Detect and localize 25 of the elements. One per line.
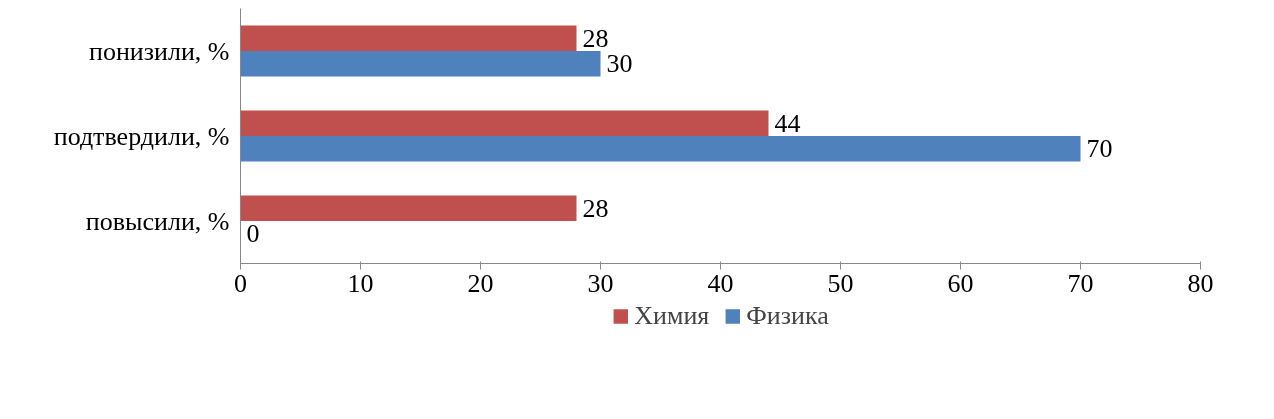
- x-tick-label: 50: [827, 268, 854, 298]
- legend-label: Физика: [746, 301, 829, 331]
- data-label: 28: [582, 23, 609, 53]
- bar: [240, 110, 769, 136]
- bar: [240, 25, 577, 51]
- y-tick-label: подтвердили, %: [53, 121, 230, 151]
- x-tick-label: 80: [1187, 268, 1214, 298]
- x-tick-label: 10: [347, 268, 374, 298]
- x-tick-label: 60: [947, 268, 974, 298]
- bar: [240, 195, 577, 221]
- x-tick-label: 20: [467, 268, 494, 298]
- legend-label: Химия: [634, 301, 710, 331]
- x-tick-label: 40: [707, 268, 734, 298]
- x-tick-label: 30: [587, 268, 614, 298]
- data-label: 28: [582, 193, 609, 223]
- x-tick-label: 70: [1067, 268, 1094, 298]
- data-label: 30: [606, 49, 633, 79]
- bar: [240, 51, 601, 77]
- bar: [240, 136, 1081, 162]
- data-label: 0: [246, 219, 260, 249]
- x-tick-label: 0: [234, 268, 247, 298]
- y-tick-label: понизили, %: [89, 36, 230, 66]
- y-tick-label: повысили, %: [85, 206, 230, 236]
- data-label: 44: [774, 108, 801, 138]
- data-label: 70: [1086, 134, 1113, 164]
